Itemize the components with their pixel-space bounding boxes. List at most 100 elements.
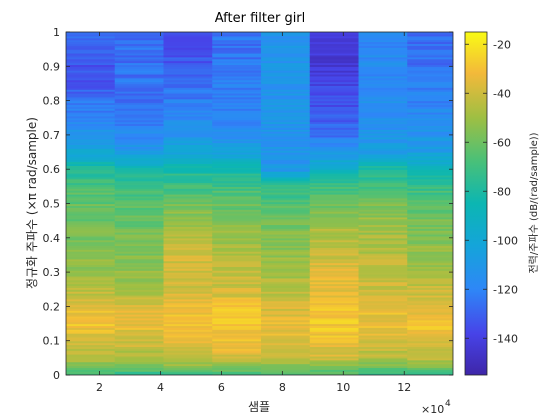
heatmap-cell bbox=[309, 186, 360, 189]
heatmap-cell bbox=[114, 157, 165, 161]
heatmap-cell bbox=[261, 354, 311, 357]
heatmap-cell bbox=[114, 315, 165, 319]
heatmap-cell bbox=[212, 106, 262, 109]
heatmap-cell bbox=[163, 83, 213, 86]
heatmap-cell bbox=[212, 325, 262, 328]
heatmap-cell bbox=[212, 64, 262, 67]
heatmap-cell bbox=[163, 89, 213, 92]
heatmap-cell bbox=[212, 232, 262, 235]
heatmap-cell bbox=[114, 176, 165, 180]
heatmap-cell bbox=[407, 239, 453, 243]
heatmap-cell bbox=[309, 77, 360, 81]
heatmap-cell bbox=[407, 214, 453, 218]
heatmap-cell bbox=[407, 91, 453, 94]
heatmap-cell bbox=[261, 83, 311, 86]
heatmap-cell bbox=[66, 121, 116, 125]
heatmap-cell bbox=[407, 361, 453, 365]
heatmap-cell bbox=[309, 83, 360, 86]
heatmap-cell bbox=[163, 176, 213, 180]
heatmap-cell bbox=[309, 180, 360, 184]
heatmap-cell bbox=[114, 232, 165, 235]
heatmap-cell bbox=[358, 285, 408, 288]
heatmap-cell bbox=[114, 193, 165, 197]
heatmap-cell bbox=[163, 321, 213, 325]
heatmap-cell bbox=[309, 237, 360, 241]
heatmap-cell bbox=[407, 342, 453, 346]
heatmap-cell bbox=[66, 131, 116, 134]
heatmap-cell bbox=[66, 100, 116, 104]
heatmap-cell bbox=[407, 140, 453, 144]
heatmap-cell bbox=[66, 245, 116, 248]
heatmap-cell bbox=[309, 361, 360, 365]
heatmap-cell bbox=[358, 39, 408, 43]
heatmap-cell bbox=[309, 289, 360, 292]
heatmap-cell bbox=[358, 302, 408, 306]
heatmap-cell bbox=[114, 54, 165, 58]
heatmap-cell bbox=[66, 359, 116, 363]
heatmap-cell bbox=[358, 365, 408, 368]
heatmap-cell bbox=[309, 331, 360, 334]
heatmap-cell bbox=[163, 92, 213, 96]
heatmap-cell bbox=[212, 104, 262, 107]
heatmap-cell bbox=[163, 306, 213, 309]
heatmap-cell bbox=[212, 66, 262, 69]
y-tick-label: 1 bbox=[53, 26, 60, 39]
heatmap-cell bbox=[261, 293, 311, 296]
heatmap-cell bbox=[212, 369, 262, 372]
heatmap-cell bbox=[212, 138, 262, 142]
heatmap-cell bbox=[358, 293, 408, 296]
heatmap-cell bbox=[358, 32, 408, 35]
heatmap-cell bbox=[309, 199, 360, 203]
heatmap-cell bbox=[66, 298, 116, 302]
heatmap-cell bbox=[407, 321, 453, 325]
heatmap-cell bbox=[358, 131, 408, 134]
heatmap-cell bbox=[358, 167, 408, 170]
heatmap-cell bbox=[163, 350, 213, 353]
x-tick-label: 4 bbox=[157, 381, 164, 394]
heatmap-cell bbox=[163, 75, 213, 79]
heatmap-cell bbox=[358, 96, 408, 100]
heatmap-cell bbox=[309, 336, 360, 340]
heatmap-cell bbox=[114, 274, 165, 277]
heatmap-cell bbox=[358, 94, 408, 98]
heatmap-cell bbox=[212, 344, 262, 348]
heatmap-cell bbox=[163, 258, 213, 262]
heatmap-cell bbox=[163, 131, 213, 134]
heatmap-cell bbox=[212, 302, 262, 306]
heatmap-cell bbox=[114, 161, 165, 165]
heatmap-cell bbox=[261, 298, 311, 302]
heatmap-cell bbox=[407, 113, 453, 117]
heatmap-cell bbox=[309, 73, 360, 77]
heatmap-cell bbox=[309, 152, 360, 155]
heatmap-cell bbox=[114, 92, 165, 96]
heatmap-cell bbox=[407, 115, 453, 119]
heatmap-cell bbox=[407, 268, 453, 271]
heatmap-cell bbox=[114, 352, 165, 355]
heatmap-cell bbox=[163, 279, 213, 283]
heatmap-cell bbox=[212, 216, 262, 220]
heatmap-cell bbox=[358, 275, 408, 279]
heatmap-cell bbox=[114, 209, 165, 212]
heatmap-cell bbox=[358, 132, 408, 136]
heatmap-cell bbox=[163, 62, 213, 65]
heatmap-cell bbox=[309, 144, 360, 147]
heatmap-cell bbox=[212, 367, 262, 370]
heatmap-cell bbox=[212, 285, 262, 288]
y-axis-ticks: 0 0.1 0.2 0.3 0.4 0.5 0.6 0.7 0.8 0.9 1 bbox=[43, 26, 453, 382]
heatmap-cell bbox=[261, 283, 311, 287]
heatmap-cell bbox=[163, 243, 213, 247]
heatmap-cell bbox=[309, 296, 360, 300]
heatmap-cell bbox=[309, 89, 360, 92]
heatmap-cell bbox=[66, 352, 116, 355]
heatmap-cell bbox=[309, 245, 360, 248]
heatmap-cell bbox=[407, 182, 453, 186]
heatmap-cell bbox=[66, 153, 116, 157]
heatmap-cell bbox=[407, 132, 453, 136]
heatmap-cell bbox=[212, 338, 262, 342]
heatmap-cell bbox=[407, 213, 453, 216]
heatmap-cell bbox=[309, 233, 360, 237]
heatmap-cell bbox=[309, 241, 360, 245]
heatmap-cell bbox=[66, 342, 116, 346]
heatmap-cell bbox=[163, 171, 213, 174]
heatmap-cell bbox=[309, 329, 360, 332]
